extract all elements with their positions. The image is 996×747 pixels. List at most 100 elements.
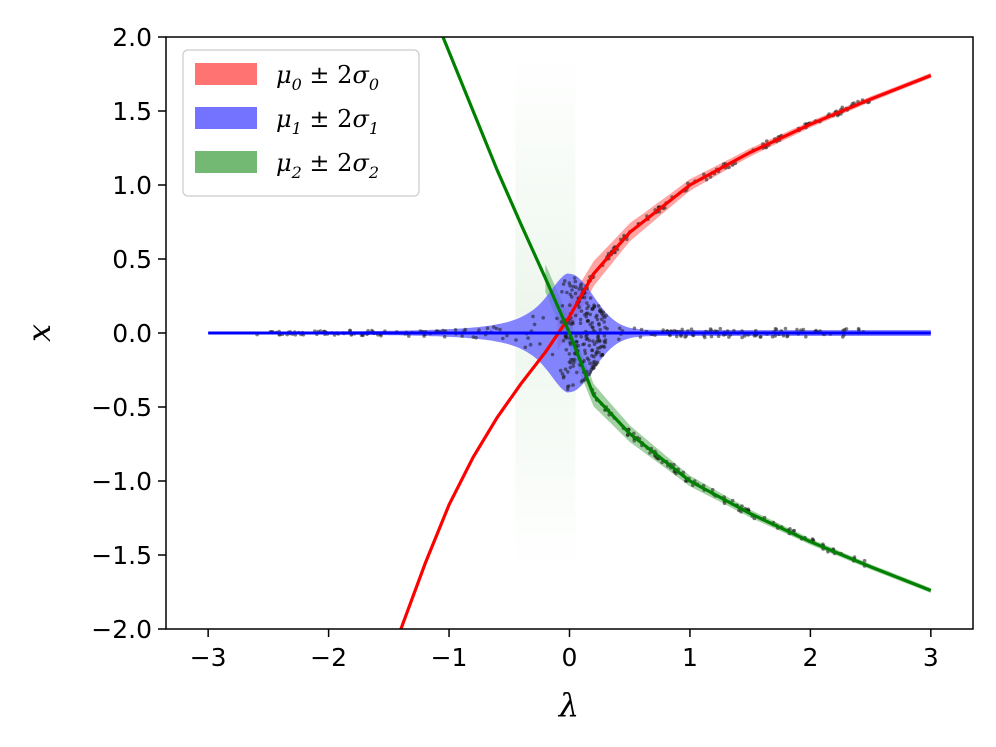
sample-point (764, 139, 769, 143)
x-tick-label: −1 (431, 643, 468, 672)
sample-point (591, 306, 595, 311)
sample-point (595, 313, 599, 318)
sample-point (795, 327, 799, 332)
x-tick-label: 0 (562, 643, 578, 672)
sample-point (586, 319, 591, 323)
axis-ticks: −3 −2 −1 0 1 2 3 −2.0 −1.5 −1.0 −0.5 0.0 0.5 1.0 1.5 2.… (91, 23, 939, 672)
sample-point (571, 284, 575, 289)
sample-point (422, 334, 426, 338)
sample-point (573, 313, 578, 318)
sample-point (594, 352, 598, 357)
x-axis-label: λ (557, 686, 579, 724)
sample-point (597, 323, 601, 327)
x-tick-label: 2 (802, 643, 818, 672)
sample-point (718, 326, 723, 331)
series-line-2 (441, 37, 932, 592)
sample-point (579, 309, 584, 313)
sample-point (600, 352, 605, 357)
y-axis-label: x (20, 324, 58, 342)
sample-point (442, 334, 447, 339)
x-tick-label: −2 (310, 643, 347, 672)
sample-point (588, 322, 592, 327)
sample-point (498, 327, 502, 332)
series-line-0 (399, 74, 932, 629)
sample-point (727, 335, 731, 339)
sample-point (594, 362, 598, 367)
sample-point (598, 346, 602, 350)
sample-point (799, 328, 803, 333)
sample-point (584, 311, 589, 316)
sample-point (781, 334, 786, 338)
sample-point (583, 351, 588, 356)
sample-point (587, 358, 591, 362)
sample-point (593, 359, 597, 364)
sample-point (441, 328, 445, 333)
sample-point (565, 387, 570, 392)
sample-point (564, 334, 569, 339)
sample-point (563, 279, 567, 283)
sample-point (555, 316, 559, 321)
sample-point (709, 328, 713, 333)
sample-point (583, 348, 587, 353)
sample-point (568, 361, 573, 365)
sample-point (582, 359, 586, 363)
sample-point (730, 498, 735, 503)
sample-point (788, 527, 792, 531)
sample-point (689, 327, 694, 332)
sample-point (679, 334, 683, 338)
sample-point (595, 338, 600, 342)
sample-point (569, 322, 574, 326)
legend: μ0 ± 2σ0 μ1 ± 2σ1 μ2 ± 2σ2 (182, 49, 420, 197)
x-tick-label: 1 (682, 643, 698, 672)
sample-point (862, 558, 867, 563)
y-tick-label: −2.0 (91, 615, 152, 644)
sample-point (591, 366, 596, 371)
sample-point (602, 333, 607, 338)
sample-point (571, 383, 575, 387)
sample-point (704, 177, 709, 182)
sample-point (668, 333, 672, 338)
sample-point (710, 487, 715, 492)
sample-point (550, 352, 555, 357)
sample-point (572, 360, 576, 365)
y-tick-label: −1.5 (91, 541, 152, 570)
sample-point (582, 342, 586, 346)
sample-point (566, 370, 570, 374)
plot-frame (165, 36, 974, 630)
mean-lines (208, 37, 932, 629)
sample-point (639, 327, 644, 332)
sample-point (588, 312, 592, 317)
sample-point (587, 338, 592, 343)
sample-point (567, 384, 571, 388)
sample-point (541, 316, 545, 320)
sample-point (584, 314, 589, 319)
x-tick-label: −3 (190, 643, 227, 672)
sample-point (585, 301, 589, 305)
sample-point (568, 365, 573, 370)
sample-point (563, 367, 568, 372)
sample-point (759, 335, 763, 339)
sample-point (573, 291, 578, 296)
sample-point (587, 343, 592, 348)
sample-point (785, 334, 790, 338)
sample-point (586, 304, 591, 308)
sample-point (603, 325, 607, 330)
sample-point (571, 364, 576, 368)
sample-point (561, 282, 566, 286)
sample-point (599, 317, 604, 322)
sample-point (598, 327, 602, 332)
sample-point (722, 501, 727, 506)
y-tick-label: −0.5 (91, 393, 152, 422)
sample-point (485, 326, 490, 331)
sample-point (460, 334, 464, 338)
sample-point (582, 295, 587, 300)
sample-point (783, 326, 788, 331)
sample-point (632, 326, 637, 331)
sample-point (573, 279, 578, 284)
sample-point (501, 336, 505, 341)
sample-point (567, 352, 572, 356)
sample-point (564, 348, 569, 352)
sample-point (674, 334, 679, 339)
plot-content (208, 37, 932, 629)
